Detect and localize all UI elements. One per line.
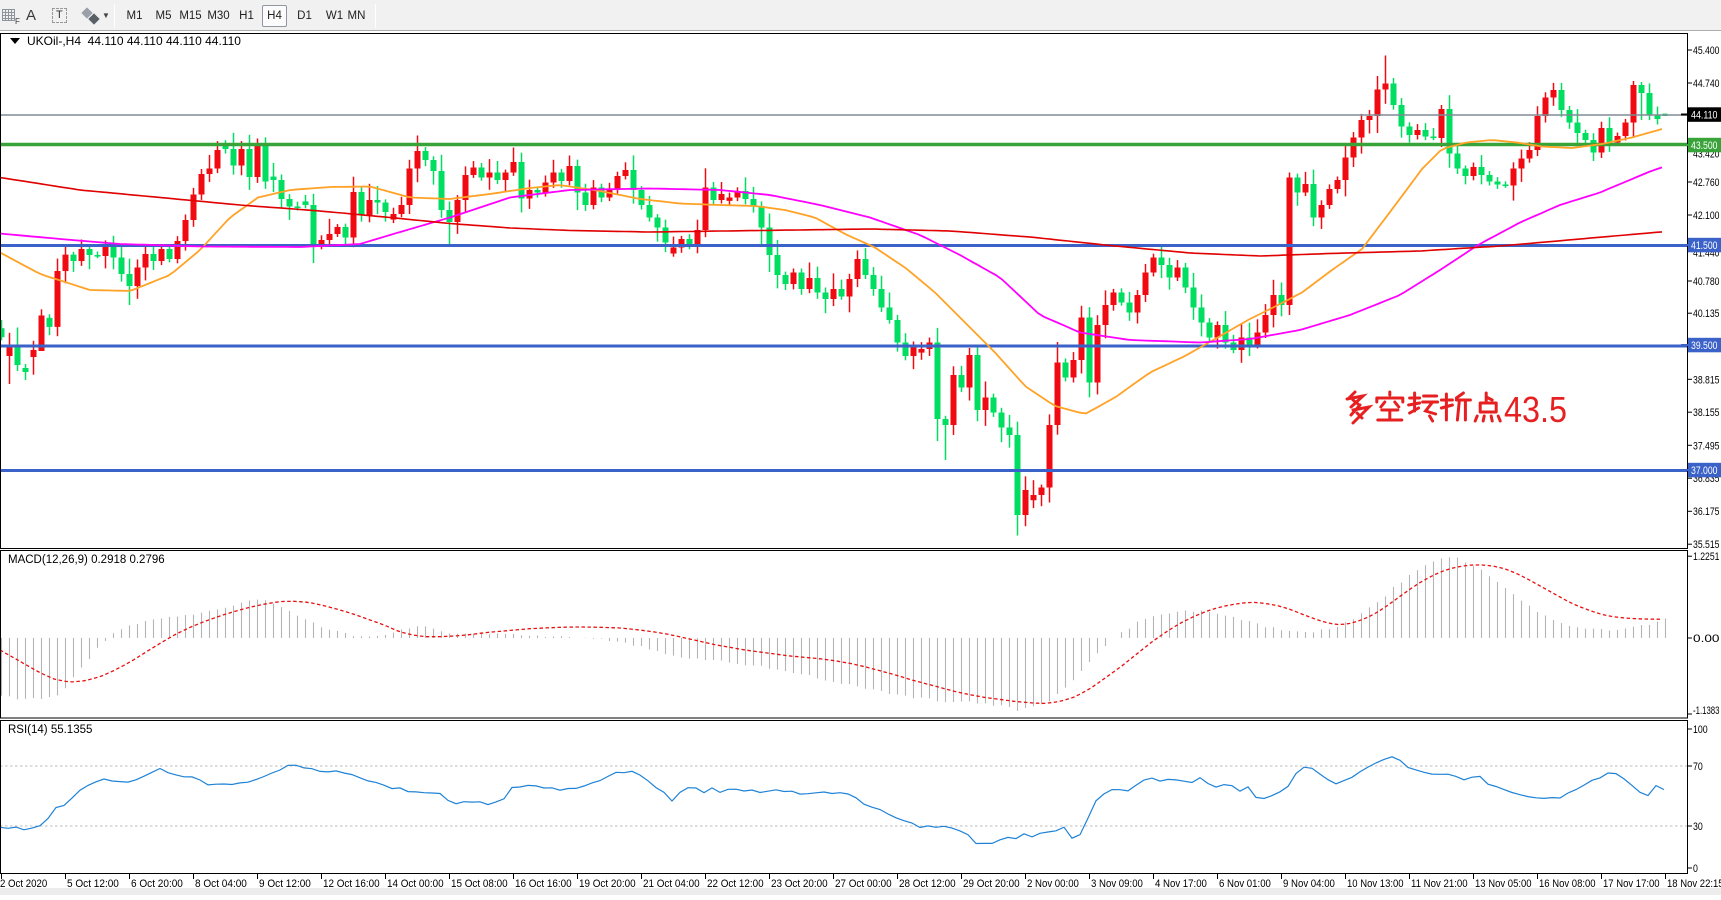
svg-text:28 Oct 12:00: 28 Oct 12:00: [899, 878, 956, 890]
svg-text:2 Nov 00:00: 2 Nov 00:00: [1027, 878, 1079, 890]
svg-text:RSI(14) 55.1355: RSI(14) 55.1355: [8, 724, 92, 736]
svg-text:17 Nov 17:00: 17 Nov 17:00: [1603, 878, 1660, 890]
svg-text:16 Nov 08:00: 16 Nov 08:00: [1539, 878, 1596, 890]
svg-text:2 Oct 2020: 2 Oct 2020: [0, 878, 47, 890]
svg-text:21 Oct 04:00: 21 Oct 04:00: [643, 878, 700, 890]
svg-text:22 Oct 12:00: 22 Oct 12:00: [707, 878, 764, 890]
svg-text:38.155: 38.155: [1693, 407, 1720, 419]
svg-text:19 Oct 20:00: 19 Oct 20:00: [579, 878, 636, 890]
svg-text:40.780: 40.780: [1693, 276, 1720, 288]
svg-text:37.000: 37.000: [1691, 465, 1718, 477]
svg-text:42.100: 42.100: [1693, 210, 1720, 222]
svg-text:29 Oct 20:00: 29 Oct 20:00: [963, 878, 1020, 890]
svg-text:39.500: 39.500: [1691, 340, 1718, 352]
svg-text:100: 100: [1693, 724, 1708, 736]
svg-text:10 Nov 13:00: 10 Nov 13:00: [1347, 878, 1404, 890]
svg-text:44.740: 44.740: [1693, 78, 1720, 90]
svg-text:15 Oct 08:00: 15 Oct 08:00: [451, 878, 508, 890]
svg-text:8 Oct 04:00: 8 Oct 04:00: [195, 878, 247, 890]
svg-text:4 Nov 17:00: 4 Nov 17:00: [1155, 878, 1207, 890]
svg-text:6 Oct 20:00: 6 Oct 20:00: [131, 878, 183, 890]
svg-text:42.760: 42.760: [1693, 177, 1720, 189]
svg-text:27 Oct 00:00: 27 Oct 00:00: [835, 878, 892, 890]
svg-text:38.815: 38.815: [1693, 374, 1720, 386]
svg-text:UKOil-,H4 44.110 44.110 44.11: UKOil-,H4 44.110 44.110 44.110 44.110: [27, 34, 241, 48]
svg-text:14 Oct 00:00: 14 Oct 00:00: [387, 878, 444, 890]
svg-text:30: 30: [1693, 821, 1703, 833]
svg-text:43.500: 43.500: [1691, 140, 1718, 152]
svg-text:35.515: 35.515: [1693, 539, 1720, 551]
svg-text:11 Nov 21:00: 11 Nov 21:00: [1411, 878, 1468, 890]
svg-text:40.135: 40.135: [1693, 308, 1720, 320]
svg-text:MACD(12,26,9) 0.2918 0.2796: MACD(12,26,9) 0.2918 0.2796: [8, 554, 165, 566]
svg-text:3 Nov 09:00: 3 Nov 09:00: [1091, 878, 1143, 890]
svg-text:-1.1383: -1.1383: [1693, 705, 1720, 717]
svg-text:6 Nov 01:00: 6 Nov 01:00: [1219, 878, 1271, 890]
svg-text:0.00: 0.00: [1693, 633, 1720, 645]
svg-text:23 Oct 20:00: 23 Oct 20:00: [771, 878, 828, 890]
svg-text:43.5: 43.5: [1504, 389, 1567, 430]
svg-text:36.175: 36.175: [1693, 506, 1720, 518]
svg-text:13 Nov 05:00: 13 Nov 05:00: [1475, 878, 1532, 890]
svg-text:18 Nov 22:15: 18 Nov 22:15: [1667, 878, 1721, 890]
svg-text:16 Oct 16:00: 16 Oct 16:00: [515, 878, 572, 890]
svg-text:9 Oct 12:00: 9 Oct 12:00: [259, 878, 311, 890]
svg-text:12 Oct 16:00: 12 Oct 16:00: [323, 878, 380, 890]
svg-text:9 Nov 04:00: 9 Nov 04:00: [1283, 878, 1335, 890]
svg-text:45.400: 45.400: [1693, 45, 1720, 57]
svg-text:44.110: 44.110: [1691, 110, 1718, 122]
svg-text:37.495: 37.495: [1693, 440, 1720, 452]
svg-text:0: 0: [1693, 863, 1698, 875]
svg-text:41.500: 41.500: [1691, 240, 1718, 252]
svg-text:70: 70: [1693, 761, 1703, 773]
svg-text:1.2251: 1.2251: [1693, 551, 1720, 563]
svg-text:5 Oct 12:00: 5 Oct 12:00: [67, 878, 119, 890]
